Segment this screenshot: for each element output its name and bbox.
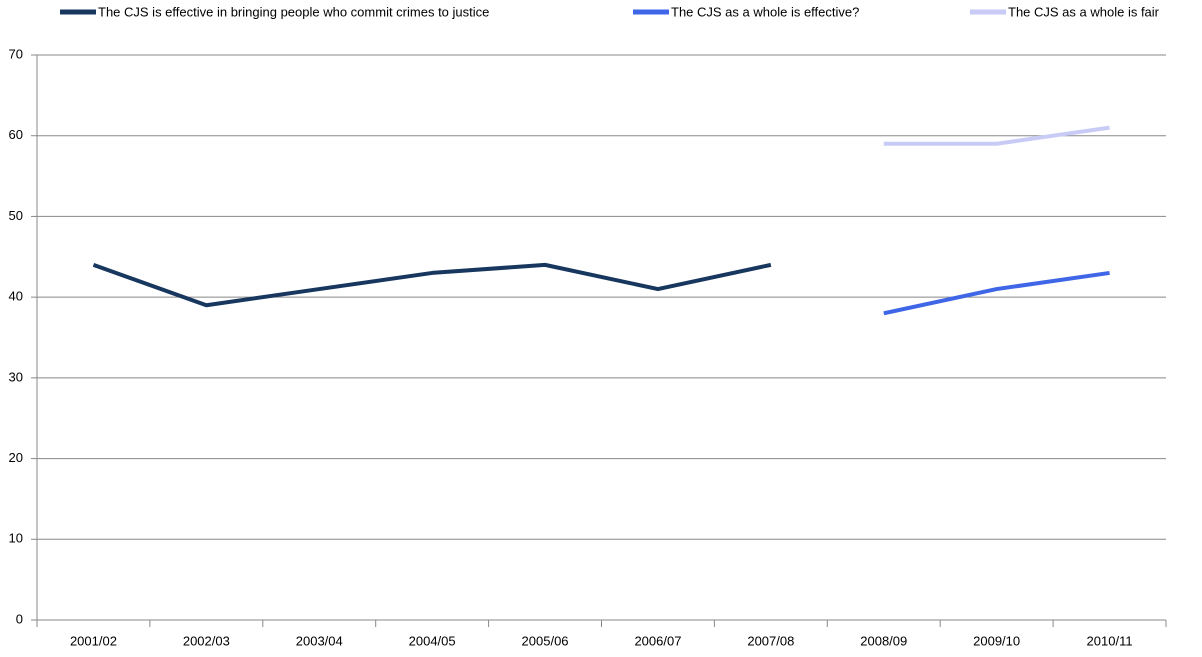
x-tick-label: 2001/02 <box>70 633 117 648</box>
x-tick-label: 2009/10 <box>973 633 1020 648</box>
series-line <box>883 270 1110 316</box>
x-tick-label: 2010/11 <box>1087 633 1133 648</box>
y-tick-label: 30 <box>9 369 23 384</box>
x-tick-label: 2007/08 <box>747 633 794 648</box>
x-tick-label: 2004/05 <box>409 633 456 648</box>
y-tick-label: 70 <box>9 46 23 61</box>
y-tick-label: 10 <box>9 531 23 546</box>
legend-label: The CJS is effective in bringing people … <box>98 4 489 19</box>
x-tick-label: 2006/07 <box>634 633 681 648</box>
y-tick-label: 20 <box>9 450 23 465</box>
y-tick-label: 60 <box>9 127 23 142</box>
series-line <box>92 262 772 308</box>
legend-label: The CJS as a whole is fair <box>1008 4 1160 19</box>
y-tick-label: 50 <box>9 208 23 223</box>
x-tick-label: 2002/03 <box>183 633 230 648</box>
x-tick-label: 2005/06 <box>522 633 569 648</box>
x-tick-label: 2008/09 <box>860 633 907 648</box>
series-line <box>883 125 1110 146</box>
x-tick-label: 2003/04 <box>296 633 343 648</box>
y-tick-label: 40 <box>9 289 23 304</box>
legend-label: The CJS as a whole is effective? <box>671 4 859 19</box>
y-tick-label: 0 <box>16 611 23 626</box>
